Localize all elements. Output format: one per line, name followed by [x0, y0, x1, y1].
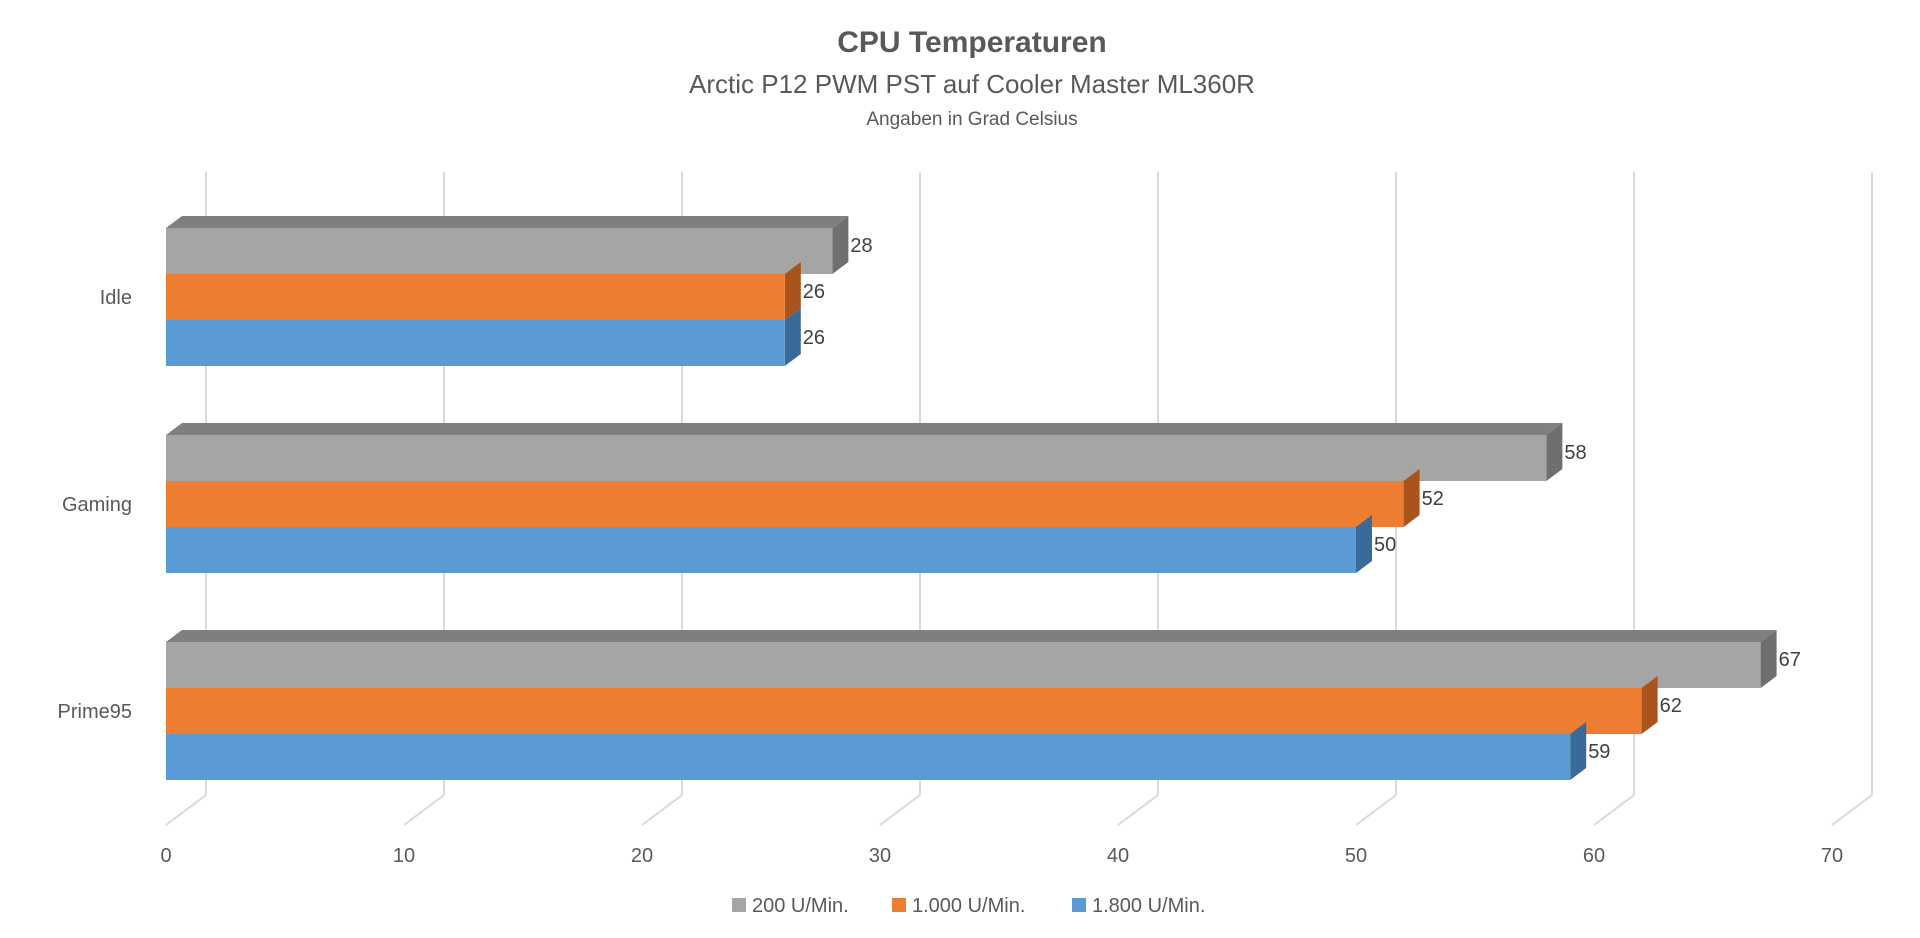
data-label: 28: [850, 235, 872, 257]
bar-top: [166, 423, 1563, 435]
legend-swatch: [1072, 898, 1086, 912]
gridline-floor-20: [641, 794, 683, 826]
labels: 0 10 20 30 40 50 60 70 Idle 28 26 26 Gaming 58 52 50 Pri…: [58, 235, 1844, 867]
bar-side: [784, 308, 801, 366]
bar-top: [166, 630, 1777, 642]
bar: [166, 228, 833, 274]
legend-swatch: [732, 898, 746, 912]
data-label: 52: [1422, 488, 1444, 510]
x-tick-label: 50: [1345, 845, 1367, 867]
bar-side: [832, 216, 849, 274]
gridline-floor-10: [403, 794, 445, 826]
x-tick-label: 60: [1583, 845, 1605, 867]
legend-label: 200 U/Min.: [752, 895, 849, 917]
legend: 200 U/Min. 1.000 U/Min. 1.800 U/Min.: [732, 895, 1205, 917]
bar: [166, 734, 1571, 780]
bar-top: [166, 216, 849, 228]
x-tick-label: 30: [869, 845, 891, 867]
gridline-floor-40: [1117, 794, 1159, 826]
chart-title: CPU Temperaturen: [837, 26, 1107, 59]
gridline-floor-0: [165, 794, 207, 826]
bar-side: [1546, 423, 1563, 481]
legend-label: 1.800 U/Min.: [1092, 895, 1205, 917]
legend-swatch: [892, 898, 906, 912]
bar: [166, 435, 1547, 481]
legend-label: 1.000 U/Min.: [912, 895, 1025, 917]
bar: [166, 527, 1356, 573]
category-label: Prime95: [58, 701, 132, 723]
data-label: 58: [1564, 442, 1586, 464]
data-label: 26: [803, 281, 825, 303]
x-tick-label: 10: [393, 845, 415, 867]
bar: [166, 688, 1642, 734]
gridline-floor-60: [1593, 794, 1635, 826]
x-tick-label: 70: [1821, 845, 1843, 867]
bar-side: [1356, 515, 1372, 573]
x-tick-label: 0: [160, 845, 171, 867]
data-label: 67: [1779, 649, 1801, 671]
gridline-floor-70: [1831, 794, 1873, 826]
bar: [166, 320, 785, 366]
bar: [166, 481, 1404, 527]
x-tick-label: 20: [631, 845, 653, 867]
data-label: 59: [1588, 741, 1610, 763]
chart-subtitle-units: Angaben in Grad Celsius: [866, 109, 1077, 130]
bar-side: [1760, 630, 1777, 688]
gridline-floor-30: [879, 794, 921, 826]
bar: [166, 642, 1761, 688]
bar-side: [1570, 722, 1587, 780]
x-tick-label: 40: [1107, 845, 1129, 867]
bars: [166, 216, 1777, 780]
data-label: 26: [803, 327, 825, 349]
category-label: Idle: [100, 287, 132, 309]
data-label: 50: [1374, 534, 1396, 556]
category-label: Gaming: [62, 494, 132, 516]
bar-side: [784, 262, 801, 320]
bar-side: [1403, 469, 1420, 527]
data-label: 62: [1660, 695, 1682, 717]
bar: [166, 274, 785, 320]
chart-subtitle: Arctic P12 PWM PST auf Cooler Master ML3…: [689, 69, 1255, 99]
bar-side: [1641, 676, 1658, 734]
gridline-floor-50: [1355, 794, 1397, 826]
